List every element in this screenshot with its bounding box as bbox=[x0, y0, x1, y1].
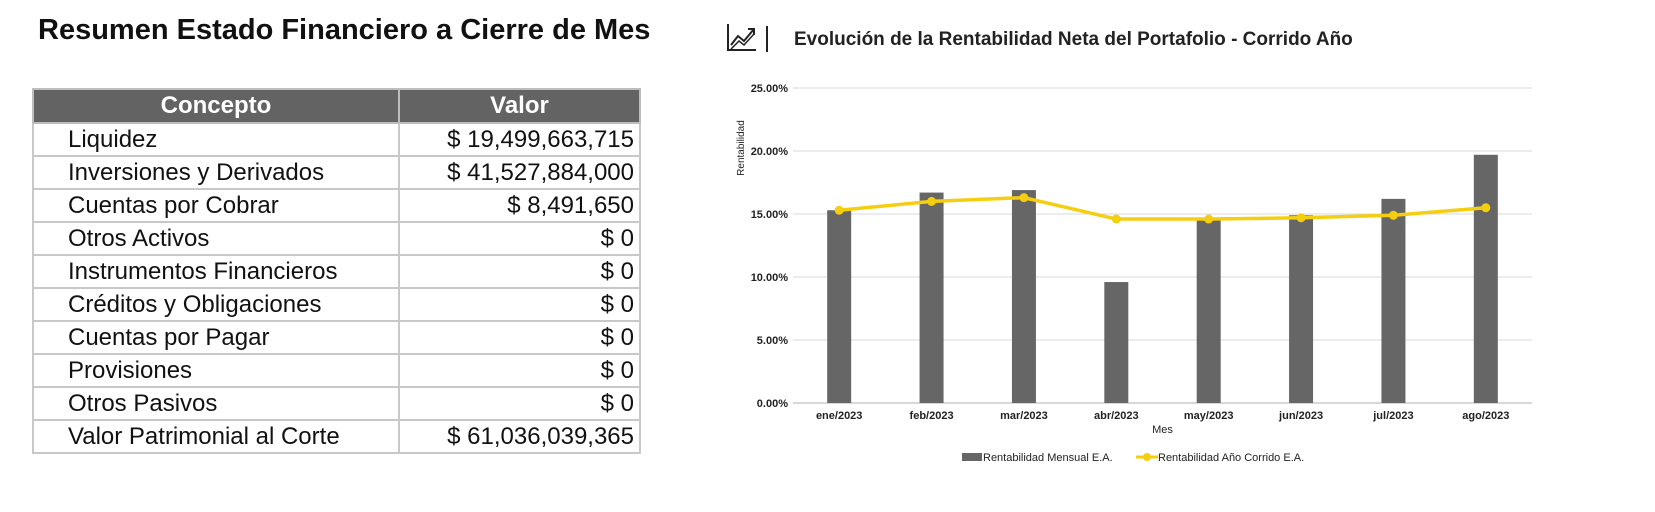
table-header-row: Concepto Valor bbox=[32, 88, 641, 124]
x-axis-label: Mes bbox=[1152, 424, 1173, 436]
x-tick-label: ene/2023 bbox=[816, 410, 862, 422]
row-value: $ 0 bbox=[398, 254, 641, 289]
legend-label-line: Rentabilidad Año Corrido E.A. bbox=[1158, 452, 1304, 464]
y-tick-label: 15.00% bbox=[751, 209, 789, 221]
table-row: Otros Activos $ 0 bbox=[32, 221, 641, 256]
financial-summary-table: Concepto Valor Liquidez $ 19,499,663,715 … bbox=[32, 88, 641, 454]
bar bbox=[1011, 190, 1036, 403]
line-point bbox=[1204, 214, 1214, 224]
series-line bbox=[839, 195, 1486, 221]
bar bbox=[919, 192, 944, 403]
table-row: Cuentas por Pagar $ 0 bbox=[32, 320, 641, 355]
row-value: $ 0 bbox=[398, 287, 641, 322]
row-value: $ 0 bbox=[398, 221, 641, 256]
row-concept: Provisiones bbox=[32, 353, 400, 388]
bar bbox=[1289, 215, 1314, 403]
y-axis-label: Rentabilidad bbox=[736, 120, 747, 176]
bar bbox=[1381, 198, 1406, 403]
x-tick-label: may/2023 bbox=[1184, 410, 1234, 422]
header-valor: Valor bbox=[398, 88, 641, 124]
table-row: Créditos y Obligaciones $ 0 bbox=[32, 287, 641, 322]
row-value: $ 61,036,039,365 bbox=[398, 419, 641, 454]
row-value: $ 0 bbox=[398, 320, 641, 355]
y-tick-label: 25.00% bbox=[751, 83, 789, 95]
y-tick-label: 20.00% bbox=[751, 146, 789, 158]
summary-title: Resumen Estado Financiero a Cierre de Me… bbox=[38, 14, 651, 46]
row-concept: Otros Activos bbox=[32, 221, 400, 256]
y-tick-label: 0.00% bbox=[757, 398, 788, 410]
row-concept: Cuentas por Pagar bbox=[32, 320, 400, 355]
line-point bbox=[1388, 210, 1398, 220]
x-tick-label: jul/2023 bbox=[1372, 410, 1413, 422]
line-point bbox=[1019, 193, 1029, 203]
row-value: $ 41,527,884,000 bbox=[398, 155, 641, 190]
title-divider bbox=[766, 26, 768, 52]
row-concept: Valor Patrimonial al Corte bbox=[32, 419, 400, 454]
bar bbox=[1196, 219, 1221, 403]
header-concepto: Concepto bbox=[32, 88, 400, 124]
table-row: Cuentas por Cobrar $ 8,491,650 bbox=[32, 188, 641, 223]
bar bbox=[1104, 282, 1129, 403]
bar bbox=[827, 210, 852, 403]
table-row: Provisiones $ 0 bbox=[32, 353, 641, 388]
row-value: $ 8,491,650 bbox=[398, 188, 641, 223]
row-concept: Liquidez bbox=[32, 122, 400, 157]
table-row: Instrumentos Financieros $ 0 bbox=[32, 254, 641, 289]
chart-title: Evolución de la Rentabilidad Neta del Po… bbox=[794, 29, 1353, 50]
legend-swatch-bars bbox=[962, 453, 982, 461]
legend-label-bars: Rentabilidad Mensual E.A. bbox=[983, 452, 1113, 464]
table-row: Otros Pasivos $ 0 bbox=[32, 386, 641, 421]
line-point bbox=[927, 196, 937, 206]
line-point bbox=[1111, 214, 1121, 224]
x-tick-label: mar/2023 bbox=[1000, 410, 1048, 422]
line-point bbox=[1296, 213, 1306, 223]
row-concept: Inversiones y Derivados bbox=[32, 155, 400, 190]
x-tick-label: abr/2023 bbox=[1094, 410, 1139, 422]
row-concept: Instrumentos Financieros bbox=[32, 254, 400, 289]
y-tick-label: 10.00% bbox=[751, 272, 789, 284]
row-concept: Créditos y Obligaciones bbox=[32, 287, 400, 322]
bar bbox=[1473, 154, 1498, 403]
line-point bbox=[1481, 203, 1491, 213]
x-tick-label: feb/2023 bbox=[910, 410, 954, 422]
table-row: Inversiones y Derivados $ 41,527,884,000 bbox=[32, 155, 641, 190]
trending-up-icon bbox=[727, 24, 756, 51]
x-tick-label: jun/2023 bbox=[1278, 410, 1323, 422]
row-value: $ 19,499,663,715 bbox=[398, 122, 641, 157]
y-tick-label: 5.00% bbox=[757, 335, 788, 347]
table-row: Valor Patrimonial al Corte $ 61,036,039,3… bbox=[32, 419, 641, 454]
row-value: $ 0 bbox=[398, 353, 641, 388]
x-tick-label: ago/2023 bbox=[1462, 410, 1509, 422]
row-concept: Otros Pasivos bbox=[32, 386, 400, 421]
table-row: Liquidez $ 19,499,663,715 bbox=[32, 122, 641, 157]
line-point bbox=[834, 205, 844, 215]
row-value: $ 0 bbox=[398, 386, 641, 421]
row-concept: Cuentas por Cobrar bbox=[32, 188, 400, 223]
legend-marker-line bbox=[1143, 453, 1151, 461]
